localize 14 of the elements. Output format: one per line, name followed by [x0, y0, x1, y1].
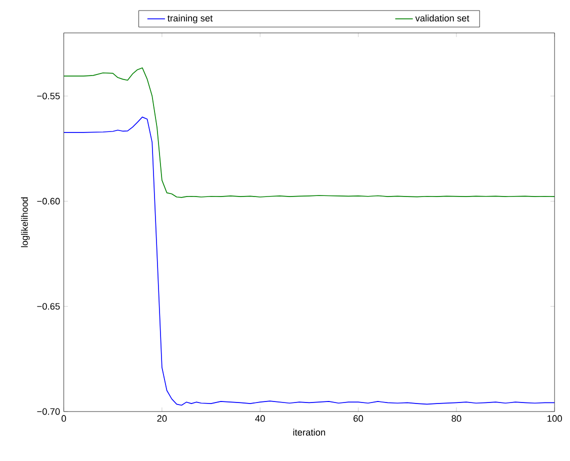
x-tick-label: 20 — [157, 415, 167, 422]
x-tick-label: 100 — [548, 415, 562, 422]
legend-label: validation set — [415, 14, 470, 22]
x-tick-label: 40 — [255, 415, 265, 422]
x-tick-label: 0 — [62, 415, 66, 422]
y-tick-label: −0.70 — [37, 408, 60, 415]
x-axis-title: iteration — [293, 428, 326, 436]
x-tick-label: 60 — [354, 415, 364, 422]
y-tick-label: −0.65 — [37, 303, 60, 310]
x-tick-label: 80 — [452, 415, 462, 422]
legend-label: training set — [168, 14, 213, 24]
y-axis-title: loglikelihood — [21, 197, 30, 248]
y-tick-label: −0.60 — [37, 198, 60, 205]
y-tick-label: −0.55 — [37, 92, 60, 100]
